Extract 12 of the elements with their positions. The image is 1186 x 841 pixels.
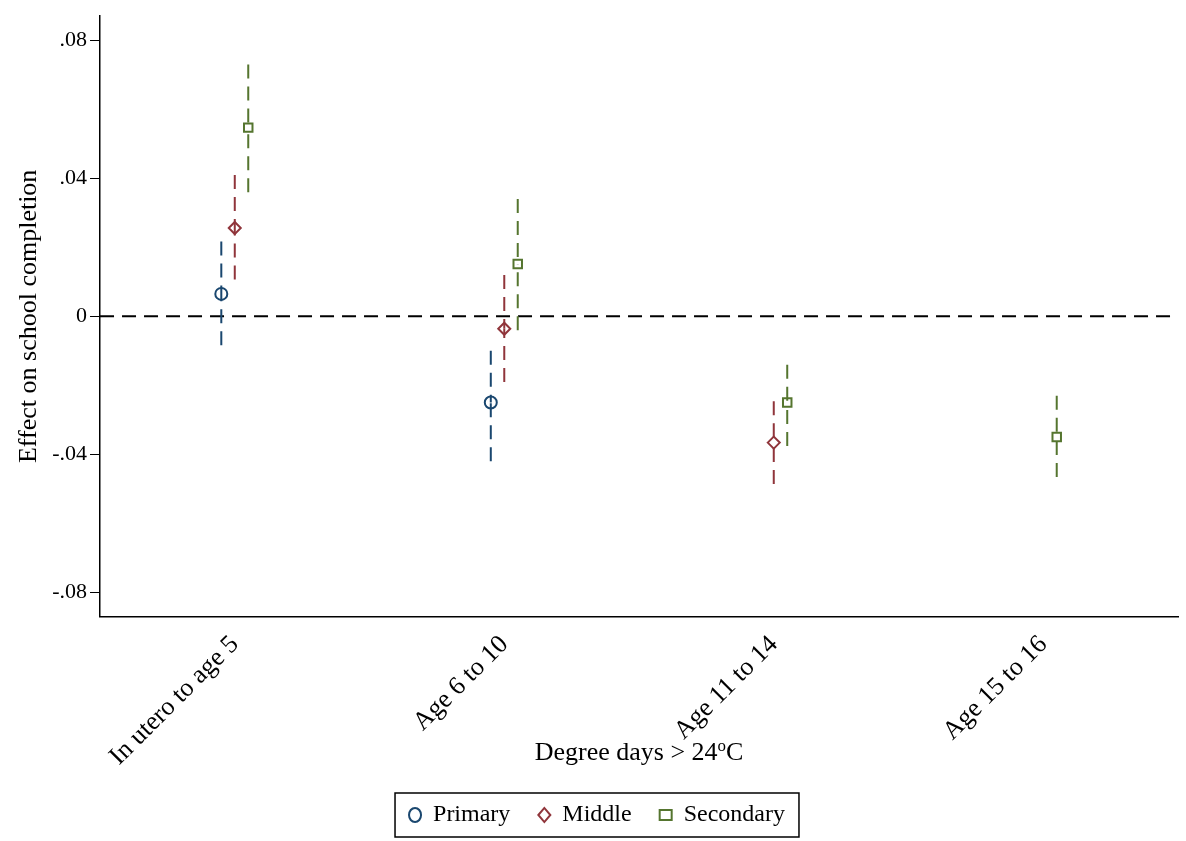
x-tick-label: Age 15 to 16 xyxy=(936,629,1053,746)
legend-label: Middle xyxy=(562,800,632,827)
y-tick-label: 0 xyxy=(76,302,88,328)
y-axis-title: Effect on school completion xyxy=(13,169,43,464)
legend-label: Secondary xyxy=(683,800,785,827)
y-tick-label: -.08 xyxy=(52,578,88,604)
x-tick-label: Age 6 to 10 xyxy=(406,629,514,736)
x-tick-label: In utero to age 5 xyxy=(102,629,244,771)
y-tick-label: .04 xyxy=(59,164,88,190)
y-tick-label: .08 xyxy=(59,26,88,52)
legend-label: Primary xyxy=(433,800,511,827)
y-tick-label: -.04 xyxy=(52,440,88,466)
